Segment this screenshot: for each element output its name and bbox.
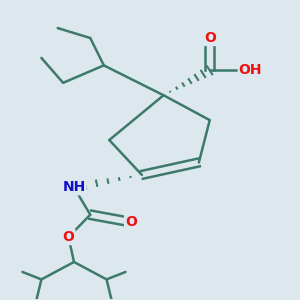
Text: O: O: [63, 230, 74, 244]
Text: NH: NH: [62, 180, 86, 194]
Text: O: O: [125, 215, 137, 229]
Text: O: O: [204, 31, 216, 45]
Text: OH: OH: [239, 63, 262, 77]
